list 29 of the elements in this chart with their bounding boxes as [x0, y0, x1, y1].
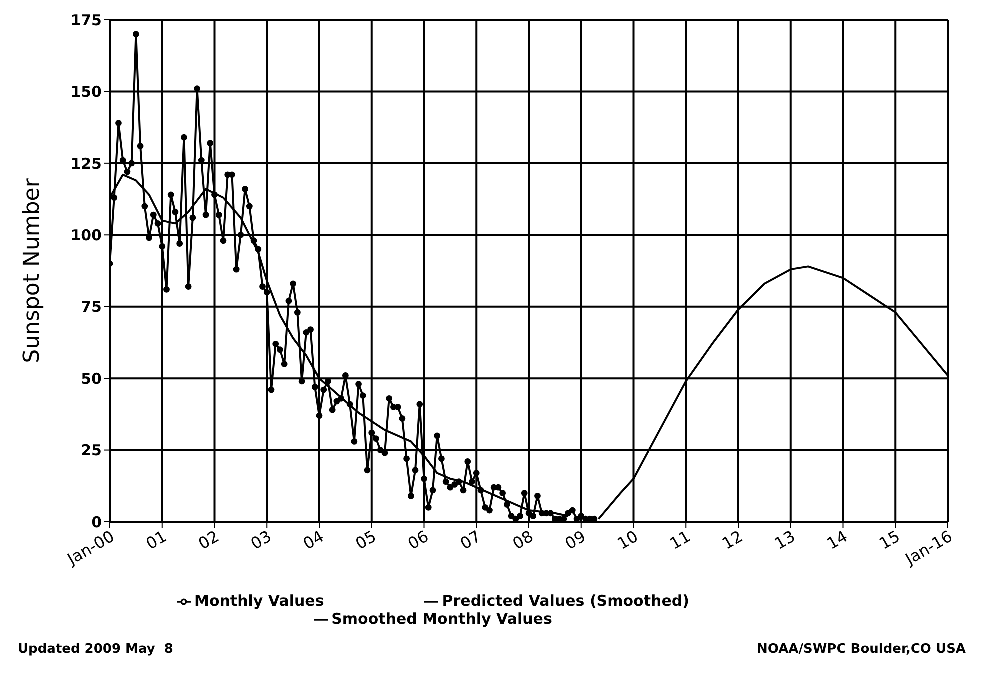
- x-tick-label: 10: [614, 526, 642, 554]
- x-tick-label: 15: [876, 526, 904, 554]
- x-tick-label: 06: [404, 526, 432, 554]
- legend-label: Smoothed Monthly Values: [332, 610, 552, 628]
- legend-label: Predicted Values (Smoothed): [442, 592, 690, 610]
- x-tick-label: 08: [510, 526, 537, 554]
- text: NOAA/SWPC Boulder,CO USA: [757, 642, 966, 657]
- y-tick-label: 100: [70, 226, 102, 244]
- x-tick-label: 09: [562, 526, 590, 554]
- y-tick-label: 0: [92, 513, 102, 532]
- x-tick-label: 12: [719, 526, 746, 554]
- y-tick-label: 175: [70, 11, 102, 30]
- x-tick-label: 02: [195, 526, 222, 554]
- y-tick-label: 125: [70, 154, 102, 173]
- y-tick-label: 25: [81, 442, 102, 460]
- y-tick-label: 75: [81, 298, 102, 316]
- x-tick-label: 13: [771, 526, 799, 554]
- x-tick-label: 01: [142, 526, 170, 554]
- x-tick-label: 05: [352, 526, 380, 554]
- x-tick-label: 03: [248, 526, 275, 554]
- legend-label: Monthly Values: [194, 592, 324, 610]
- text: Updated 2009 May 8: [18, 642, 174, 657]
- x-tick-label: 07: [457, 526, 484, 554]
- y-tick-label: 150: [70, 83, 102, 102]
- x-tick-label: 11: [666, 526, 694, 554]
- x-tick-label: 04: [300, 526, 328, 554]
- y-axis-title: Sunspot Number: [20, 178, 45, 364]
- x-tick-label: 14: [824, 526, 851, 554]
- y-tick-label: 50: [81, 370, 102, 388]
